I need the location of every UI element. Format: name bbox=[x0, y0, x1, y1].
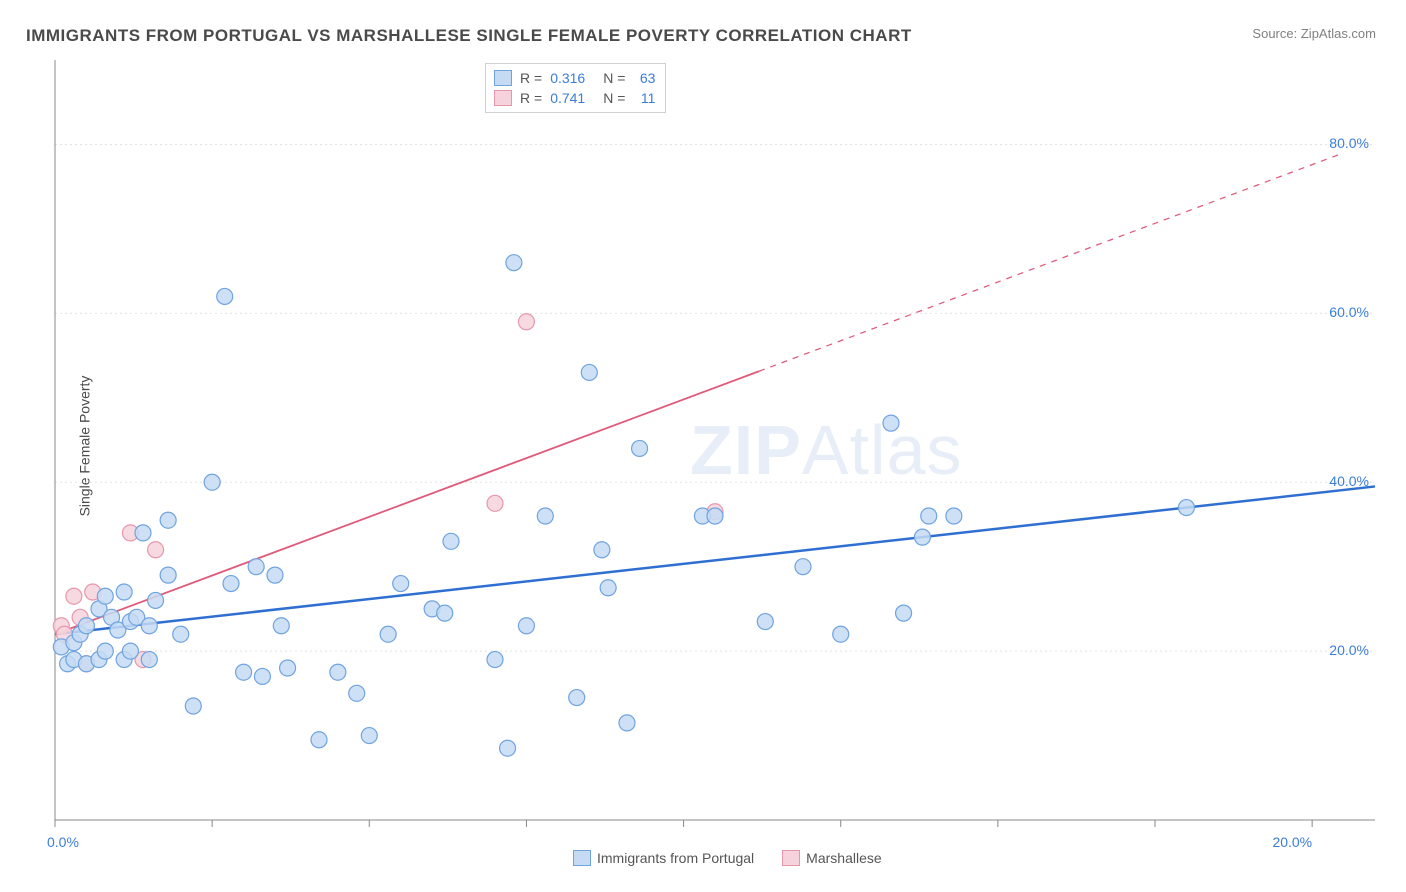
r-value: 0.316 bbox=[550, 70, 585, 86]
legend-item: Marshallese bbox=[782, 850, 881, 866]
tick-label: 20.0% bbox=[1272, 834, 1312, 850]
tick-label: 60.0% bbox=[1329, 304, 1369, 320]
legend-swatch bbox=[494, 90, 512, 106]
n-value: 11 bbox=[633, 90, 655, 106]
source-attribution: Source: ZipAtlas.com bbox=[1252, 26, 1376, 41]
source-label: Source: bbox=[1252, 26, 1297, 41]
n-label: N = bbox=[603, 90, 625, 106]
r-label: R = bbox=[520, 70, 542, 86]
source-link[interactable]: ZipAtlas.com bbox=[1301, 26, 1376, 41]
chart-area: ZIPAtlas R =0.316N =63R =0.741N =11 Immi… bbox=[55, 60, 1375, 820]
tick-label: 20.0% bbox=[1329, 642, 1369, 658]
chart-title: IMMIGRANTS FROM PORTUGAL VS MARSHALLESE … bbox=[26, 26, 912, 46]
r-value: 0.741 bbox=[550, 90, 585, 106]
legend-swatch bbox=[494, 70, 512, 86]
tick-label: 80.0% bbox=[1329, 135, 1369, 151]
r-label: R = bbox=[520, 90, 542, 106]
n-value: 63 bbox=[633, 70, 655, 86]
legend-swatch bbox=[782, 850, 800, 866]
legend-row: R = 0.741 N = 11 bbox=[494, 88, 655, 108]
tick-label: 0.0% bbox=[47, 834, 79, 850]
series-legend: Immigrants from Portugal Marshallese bbox=[573, 850, 882, 866]
legend-item: Immigrants from Portugal bbox=[573, 850, 754, 866]
legend-label: Immigrants from Portugal bbox=[597, 850, 754, 866]
scatter-chart bbox=[55, 60, 1375, 820]
legend-row: R = 0.316 N = 63 bbox=[494, 68, 655, 88]
stats-legend: R = 0.316 N = 63 R = 0.741 N = 11 bbox=[485, 63, 666, 113]
legend-swatch bbox=[573, 850, 591, 866]
tick-label: 40.0% bbox=[1329, 473, 1369, 489]
legend-label: Marshallese bbox=[806, 850, 881, 866]
n-label: N = bbox=[603, 70, 625, 86]
